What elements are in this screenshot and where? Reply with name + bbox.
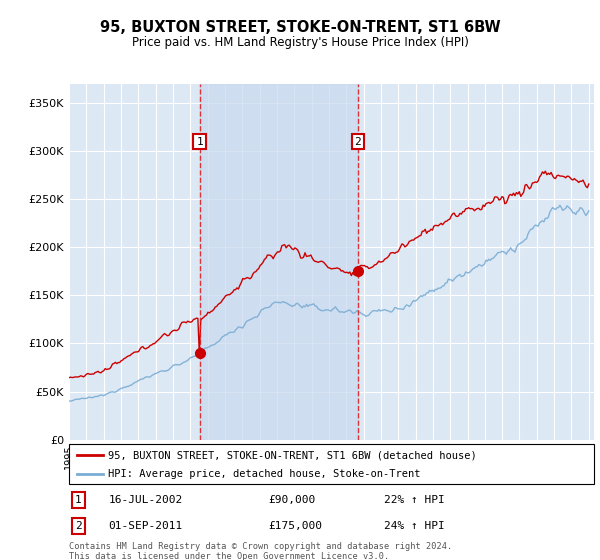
Text: 01-SEP-2011: 01-SEP-2011 bbox=[109, 521, 182, 531]
Text: 95, BUXTON STREET, STOKE-ON-TRENT, ST1 6BW: 95, BUXTON STREET, STOKE-ON-TRENT, ST1 6… bbox=[100, 20, 500, 35]
Text: HPI: Average price, detached house, Stoke-on-Trent: HPI: Average price, detached house, Stok… bbox=[109, 469, 421, 479]
Text: 95, BUXTON STREET, STOKE-ON-TRENT, ST1 6BW (detached house): 95, BUXTON STREET, STOKE-ON-TRENT, ST1 6… bbox=[109, 450, 477, 460]
Text: £90,000: £90,000 bbox=[269, 495, 316, 505]
Text: 16-JUL-2002: 16-JUL-2002 bbox=[109, 495, 182, 505]
Bar bbox=[200, 84, 358, 440]
Text: 2: 2 bbox=[355, 137, 361, 147]
Text: £175,000: £175,000 bbox=[269, 521, 323, 531]
Text: Price paid vs. HM Land Registry's House Price Index (HPI): Price paid vs. HM Land Registry's House … bbox=[131, 36, 469, 49]
Text: Contains HM Land Registry data © Crown copyright and database right 2024.
This d: Contains HM Land Registry data © Crown c… bbox=[69, 542, 452, 560]
Text: 24% ↑ HPI: 24% ↑ HPI bbox=[384, 521, 445, 531]
FancyBboxPatch shape bbox=[69, 444, 594, 484]
Text: 1: 1 bbox=[75, 495, 82, 505]
Text: 2: 2 bbox=[75, 521, 82, 531]
Text: 22% ↑ HPI: 22% ↑ HPI bbox=[384, 495, 445, 505]
Text: 1: 1 bbox=[196, 137, 203, 147]
